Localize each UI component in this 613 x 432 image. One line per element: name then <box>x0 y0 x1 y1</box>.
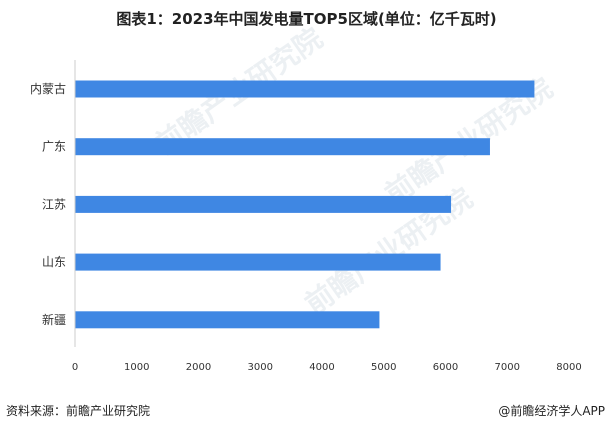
bar-2 <box>75 195 452 213</box>
category-label: 内蒙古 <box>30 81 66 96</box>
x-tick-label: 5000 <box>371 362 396 373</box>
category-label: 新疆 <box>42 312 66 327</box>
bar-1 <box>75 138 490 156</box>
bar-4 <box>75 311 380 329</box>
bar-3 <box>75 253 441 271</box>
bar-0 <box>75 80 535 98</box>
category-label: 山东 <box>42 255 66 269</box>
x-tick-label: 8000 <box>556 362 581 373</box>
brand-note: @前瞻经济学人APP <box>498 404 605 418</box>
source-note: 资料来源：前瞻产业研究院 <box>6 404 151 418</box>
x-tick-label: 1000 <box>124 362 149 373</box>
category-label: 江苏 <box>42 197 66 211</box>
x-tick-label: 6000 <box>433 362 458 373</box>
x-tick-label: 2000 <box>186 362 211 373</box>
x-tick-label: 0 <box>72 362 78 373</box>
category-label: 广东 <box>42 140 66 154</box>
x-tick-label: 7000 <box>495 362 520 373</box>
chart-title: 图表1：2023年中国发电量TOP5区域(单位：亿千瓦时) <box>116 10 497 28</box>
x-tick-label: 3000 <box>248 362 273 373</box>
x-tick-label: 4000 <box>309 362 334 373</box>
